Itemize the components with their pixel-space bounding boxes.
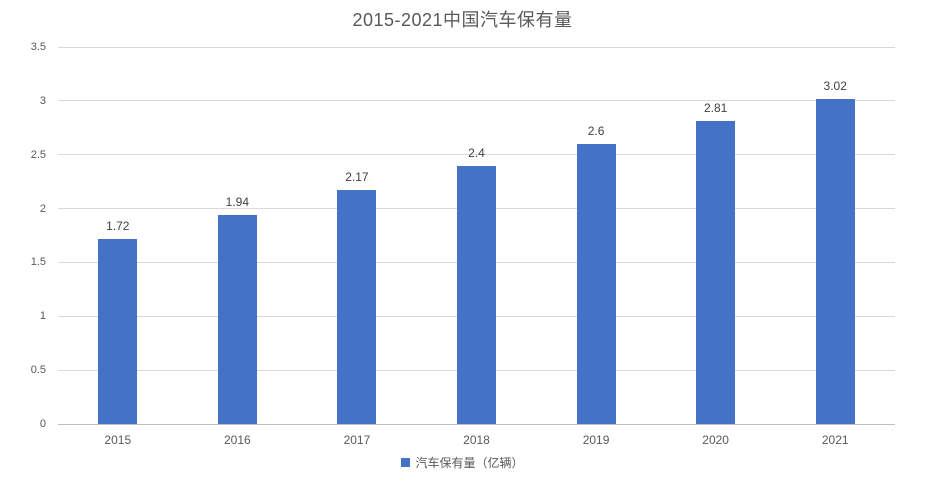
bar <box>217 215 257 424</box>
chart-title: 2015-2021中国汽车保有量 <box>352 10 573 30</box>
legend-label: 汽车保有量（亿辆） <box>415 456 524 470</box>
y-axis-tick-label: 0 <box>39 418 46 430</box>
bar <box>815 98 855 424</box>
x-axis-line <box>58 423 895 425</box>
x-axis-tick-label: 2019 <box>582 433 610 447</box>
y-axis-tick-label: 1 <box>39 310 46 323</box>
bar-value-label: 2.4 <box>468 145 485 160</box>
bar <box>98 238 138 424</box>
x-axis-tick-label: 2015 <box>104 433 132 447</box>
bar-value-label: 2.6 <box>587 123 605 138</box>
x-axis-tick-label: 2018 <box>463 433 490 447</box>
gridline <box>58 154 895 156</box>
y-axis-tick-label: 3.5 <box>30 41 46 53</box>
x-axis-tick-label: 2021 <box>821 433 849 447</box>
y-axis-tick-label: 1.5 <box>30 256 46 269</box>
y-axis-tick-label: 2 <box>39 202 46 215</box>
plot-area: 1.72 2015 1.94 2016 2.17 2017 2.4 2018 2.6 2019 2.… <box>58 46 895 447</box>
x-axis-tick-label: 2016 <box>223 433 251 447</box>
bar-value-label: 1.94 <box>225 195 250 210</box>
legend: 汽车保有量（亿辆） <box>0 454 925 471</box>
legend-marker-icon <box>401 458 411 467</box>
bar-value-label: 2.17 <box>345 170 369 185</box>
bar-value-label: 3.02 <box>823 78 847 93</box>
bar <box>576 143 616 424</box>
bar-value-label: 2.81 <box>703 101 728 116</box>
y-axis-tick-label: 2.5 <box>30 148 46 161</box>
bar <box>457 165 496 424</box>
bar-value-label: 1.72 <box>106 218 130 233</box>
bar <box>337 190 377 424</box>
gridline <box>58 100 895 102</box>
y-axis-tick-label: 3 <box>39 94 46 107</box>
y-axis-tick-label: 0.5 <box>30 364 46 377</box>
bar <box>696 121 736 424</box>
gridline <box>58 46 895 48</box>
x-axis-tick-label: 2017 <box>343 433 371 447</box>
x-axis-tick-label: 2020 <box>702 433 729 447</box>
y-axis: 0 0.5 1 1.5 2 2.5 3 3.5 <box>0 41 46 430</box>
